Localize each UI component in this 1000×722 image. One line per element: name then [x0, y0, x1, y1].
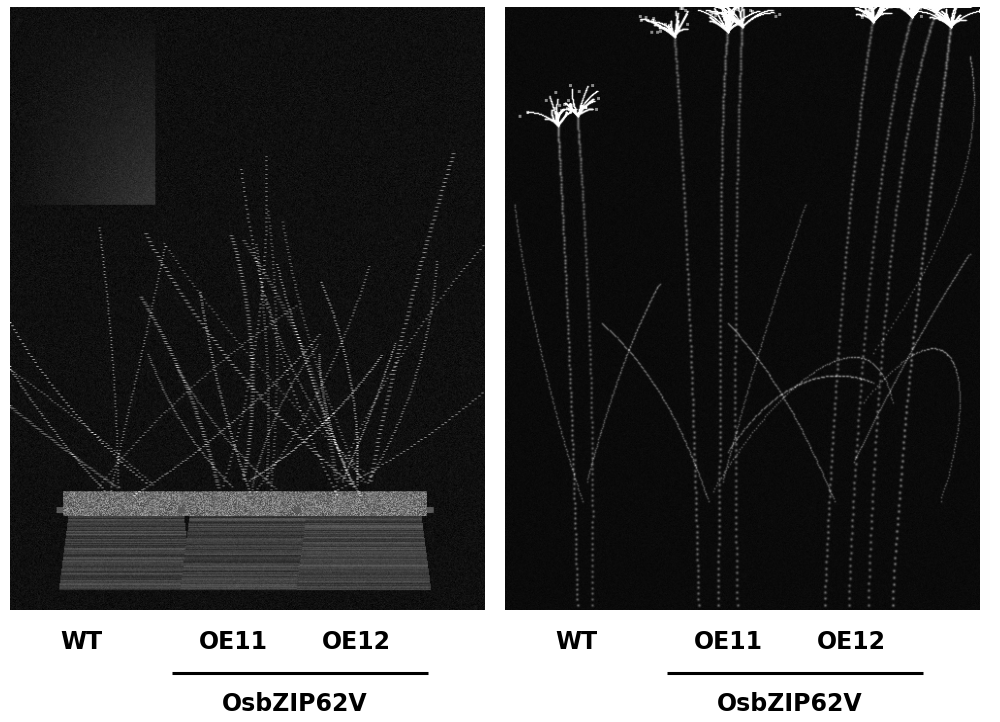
Text: OsbZIP62V: OsbZIP62V — [717, 692, 863, 716]
Text: WT: WT — [555, 630, 597, 654]
Text: OE12: OE12 — [322, 630, 391, 654]
Text: OsbZIP62V: OsbZIP62V — [222, 692, 368, 716]
Text: OE11: OE11 — [694, 630, 763, 654]
Text: OE11: OE11 — [199, 630, 268, 654]
Text: WT: WT — [60, 630, 102, 654]
Text: OE12: OE12 — [817, 630, 886, 654]
